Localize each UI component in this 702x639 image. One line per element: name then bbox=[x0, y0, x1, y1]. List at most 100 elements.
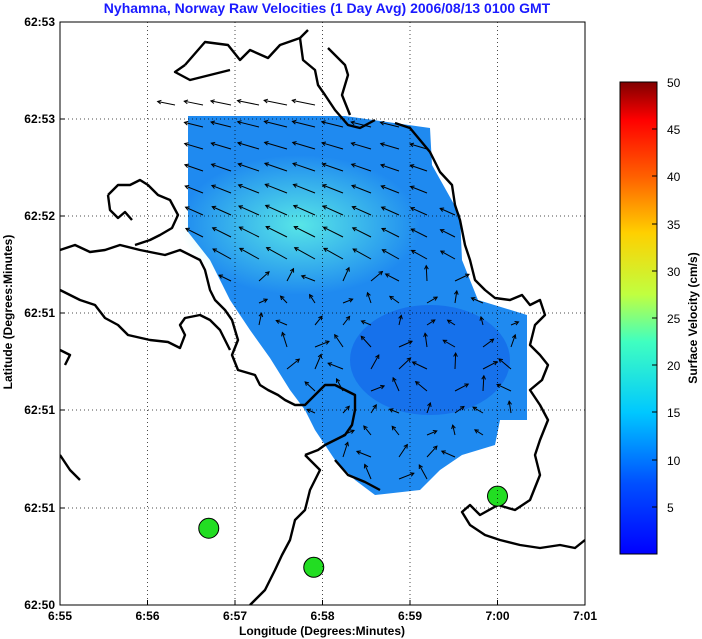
velocity-arrow-head bbox=[263, 119, 269, 125]
velocity-arrow bbox=[237, 121, 260, 128]
velocity-arrow-head bbox=[453, 352, 458, 357]
velocity-arrow bbox=[426, 319, 436, 326]
velocity-arrow-head bbox=[279, 295, 285, 301]
velocity-arrow-head bbox=[258, 312, 264, 318]
velocity-arrow-head bbox=[380, 206, 386, 211]
velocity-arrow-head bbox=[345, 315, 351, 321]
velocity-arrow-head bbox=[275, 319, 281, 324]
velocity-arrow-head bbox=[511, 333, 517, 339]
velocity-arrow-head bbox=[479, 315, 485, 321]
velocity-arrow-head bbox=[410, 249, 416, 255]
velocity-arrow-head bbox=[388, 408, 394, 413]
velocity-arrow-head bbox=[366, 291, 371, 297]
velocity-arrow bbox=[352, 248, 372, 260]
velocity-arrow bbox=[294, 247, 316, 260]
velocity-arrow bbox=[292, 120, 316, 128]
velocity-arrow bbox=[184, 143, 204, 150]
velocity-arrow-head bbox=[184, 206, 190, 211]
velocity-arrow bbox=[314, 340, 330, 348]
velocity-arrow-head bbox=[218, 274, 224, 279]
velocity-arrow-head bbox=[289, 267, 295, 273]
velocity-arrow bbox=[293, 183, 316, 194]
colorbar-tick: 50 bbox=[667, 76, 681, 90]
velocity-arrow bbox=[389, 408, 400, 414]
velocity-arrow-head bbox=[350, 163, 356, 168]
velocity-arrow bbox=[210, 121, 232, 128]
velocity-arrow bbox=[410, 207, 428, 216]
velocity-arrow bbox=[508, 401, 512, 414]
velocity-arrow bbox=[185, 227, 204, 238]
velocity-arrow-head bbox=[427, 401, 432, 407]
velocity-arrow bbox=[342, 429, 355, 436]
velocity-arrow-head bbox=[304, 381, 310, 386]
velocity-arrow bbox=[472, 406, 484, 414]
velocity-arrow bbox=[286, 358, 300, 370]
velocity-arrow-head bbox=[334, 333, 339, 339]
velocity-arrow bbox=[352, 227, 372, 238]
colorbar-tick: 30 bbox=[667, 265, 681, 279]
x-tick-label: 7:01 bbox=[573, 609, 597, 623]
velocity-arrow-head bbox=[212, 248, 218, 253]
y-tick-label: 62:53 bbox=[24, 112, 55, 126]
velocity-arrow-head bbox=[432, 430, 438, 435]
velocity-arrow-head bbox=[183, 163, 189, 169]
velocity-arrow bbox=[334, 334, 344, 348]
velocity-arrow-head bbox=[407, 340, 413, 345]
velocity-arrow-head bbox=[263, 162, 269, 167]
velocity-arrow-head bbox=[473, 429, 479, 434]
velocity-arrow bbox=[370, 385, 385, 392]
velocity-arrow-head bbox=[293, 247, 299, 252]
velocity-arrow bbox=[398, 444, 408, 458]
velocity-arrow bbox=[185, 206, 204, 216]
velocity-arrow bbox=[398, 472, 415, 480]
velocity-arrow-head bbox=[350, 141, 356, 147]
velocity-arrow bbox=[425, 265, 428, 282]
velocity-arrow bbox=[212, 206, 232, 216]
velocity-arrow bbox=[351, 185, 372, 194]
velocity-arrow-head bbox=[380, 384, 386, 390]
velocity-arrow-head bbox=[321, 183, 327, 189]
velocity-arrow bbox=[426, 296, 438, 304]
velocity-arrow-head bbox=[211, 205, 217, 211]
velocity-arrow-head bbox=[211, 227, 217, 232]
velocity-arrow bbox=[264, 120, 288, 128]
velocity-arrow bbox=[266, 247, 288, 260]
velocity-arrow bbox=[238, 163, 260, 172]
velocity-arrow bbox=[426, 402, 431, 414]
colorbar-tick: 15 bbox=[667, 406, 681, 420]
velocity-arrow bbox=[342, 316, 350, 326]
velocity-arrow bbox=[411, 249, 428, 260]
velocity-arrow bbox=[454, 273, 470, 282]
velocity-arrow bbox=[381, 185, 400, 194]
velocity-arrow-head bbox=[295, 358, 301, 363]
velocity-arrow-head bbox=[236, 141, 242, 146]
x-tick-label: 7:00 bbox=[485, 609, 509, 623]
velocity-arrow-head bbox=[459, 405, 465, 411]
velocity-arrow-head bbox=[372, 404, 377, 409]
y-tick-label: 62:50 bbox=[24, 598, 55, 612]
velocity-arrow bbox=[304, 381, 316, 392]
velocity-arrow bbox=[370, 404, 377, 414]
chart-title: Nyhamna, Norway Raw Velocities (1 Day Av… bbox=[104, 0, 551, 16]
velocity-arrow bbox=[440, 250, 456, 260]
velocity-arrow bbox=[426, 430, 437, 436]
velocity-arrow bbox=[482, 375, 485, 392]
velocity-arrow-head bbox=[291, 98, 297, 104]
velocity-arrow bbox=[391, 425, 400, 436]
colorbar-tick: 45 bbox=[667, 123, 681, 137]
velocity-arrow-head bbox=[237, 162, 243, 168]
velocity-arrow bbox=[426, 445, 438, 458]
velocity-arrow bbox=[239, 226, 260, 238]
velocity-arrow-head bbox=[391, 425, 397, 431]
velocity-arrow-head bbox=[349, 429, 355, 434]
velocity-arrow-head bbox=[380, 185, 386, 190]
colorbar: 50 45 40 35 30 25 20 15 10 5 Surface Vel… bbox=[619, 76, 700, 555]
velocity-arrow-head bbox=[264, 204, 270, 209]
velocity-arrow-head bbox=[392, 376, 397, 382]
station-marker bbox=[303, 556, 325, 578]
colorbar-tick: 5 bbox=[667, 501, 674, 515]
velocity-arrow bbox=[351, 163, 372, 172]
velocity-arrow bbox=[398, 357, 411, 370]
velocity-arrow bbox=[361, 320, 372, 326]
